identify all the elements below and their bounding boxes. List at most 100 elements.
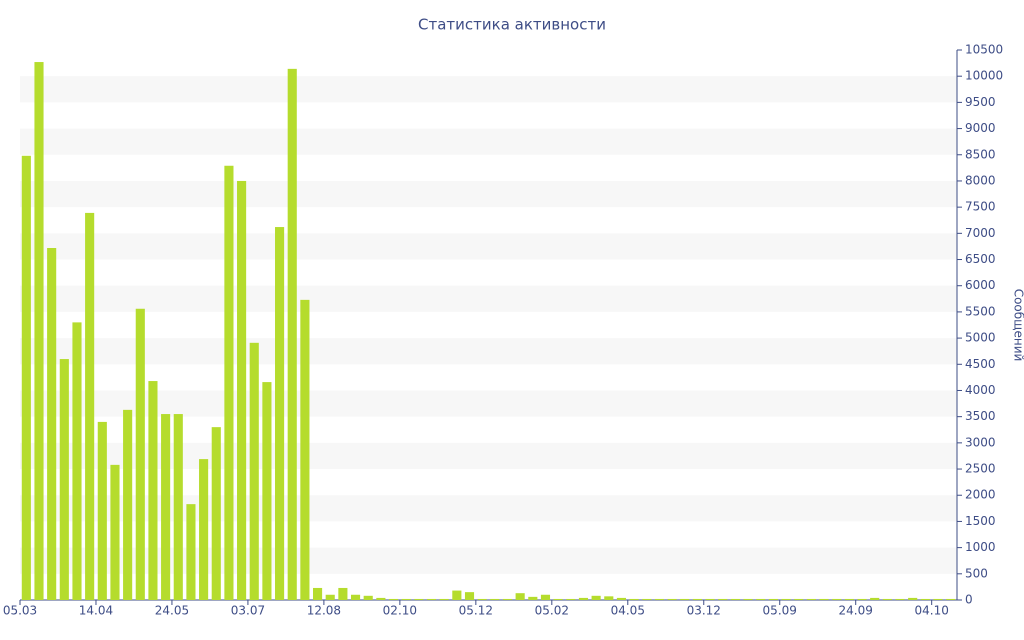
bar	[376, 597, 386, 600]
bar	[857, 598, 867, 600]
grid-band	[20, 180, 957, 208]
x-tick-label: 05.09	[763, 604, 797, 618]
y-tick-label: 10000	[965, 69, 1003, 83]
bar	[313, 587, 323, 600]
y-tick-label: 7000	[965, 226, 996, 240]
bar	[199, 459, 209, 600]
bar	[566, 598, 576, 600]
bar	[401, 598, 411, 600]
x-tick-label: 24.05	[155, 604, 189, 618]
y-tick-label: 5000	[965, 331, 996, 345]
y-tick-label: 7500	[965, 200, 996, 214]
bar	[275, 227, 285, 601]
bar	[224, 165, 234, 600]
bar	[464, 592, 475, 600]
bar	[920, 598, 930, 600]
bar	[110, 464, 120, 600]
bar	[553, 598, 563, 600]
y-tick-label: 8500	[965, 147, 996, 161]
bar	[591, 595, 601, 600]
y-tick-label: 9500	[965, 95, 996, 109]
bar	[47, 248, 57, 600]
bar	[515, 593, 525, 600]
bar	[667, 598, 677, 600]
x-tick-label: 04.05	[611, 604, 645, 618]
bar	[161, 414, 171, 600]
bar	[262, 382, 272, 600]
bar	[768, 598, 778, 600]
x-tick-label: 02.10	[383, 604, 417, 618]
bar	[718, 598, 728, 600]
y-tick-label: 8000	[965, 173, 996, 187]
x-tick-label: 04.10	[914, 604, 948, 618]
grid-band	[20, 495, 957, 522]
bar	[414, 598, 424, 600]
bar	[186, 504, 196, 600]
bar	[743, 598, 753, 600]
y-tick-label: 1000	[965, 540, 996, 554]
grid-band	[20, 233, 957, 260]
bar	[502, 598, 513, 600]
bar	[21, 155, 31, 601]
bar	[908, 597, 918, 600]
bar	[832, 598, 842, 600]
bar	[34, 62, 44, 601]
bar	[870, 597, 880, 600]
bar	[249, 342, 259, 600]
bar	[148, 381, 158, 600]
bar	[705, 598, 715, 600]
bar	[388, 598, 399, 600]
y-tick-label: 3000	[965, 435, 996, 449]
y-axis-label: Сообщений	[1012, 289, 1024, 362]
bar	[237, 180, 247, 600]
bar	[794, 598, 804, 600]
bar	[806, 598, 816, 600]
bar	[363, 595, 373, 600]
bar	[680, 598, 690, 600]
y-tick-label: 2500	[965, 462, 996, 476]
bar	[616, 597, 627, 600]
bar	[946, 598, 956, 600]
y-tick-label: 3500	[965, 409, 996, 423]
bar	[59, 359, 69, 600]
y-tick-label: 6500	[965, 252, 996, 266]
bar	[72, 322, 82, 600]
y-tick-label: 6000	[965, 278, 996, 292]
bar	[882, 598, 892, 600]
y-tick-label: 4000	[965, 383, 996, 397]
grid-band	[20, 285, 957, 312]
bar	[528, 596, 538, 600]
bar	[642, 598, 652, 600]
x-tick-label: 05.03	[3, 604, 37, 618]
bar	[540, 594, 551, 600]
x-tick-label: 03.07	[231, 604, 265, 618]
bar	[730, 598, 740, 600]
bar	[350, 594, 361, 600]
bar	[578, 597, 589, 600]
x-tick-label: 12.08	[307, 604, 341, 618]
grid-band	[20, 128, 957, 155]
y-tick-label: 4500	[965, 357, 996, 371]
bar	[211, 427, 221, 600]
bar	[895, 598, 905, 600]
bar	[692, 598, 702, 600]
y-tick-label: 500	[965, 566, 988, 580]
x-tick-label: 05.12	[459, 604, 493, 618]
bar	[629, 598, 639, 600]
bar	[781, 598, 791, 600]
chart-title: Статистика активности	[418, 16, 606, 34]
bar	[844, 598, 854, 600]
bar	[338, 587, 348, 600]
bar	[85, 212, 95, 600]
y-tick-label: 9000	[965, 121, 996, 135]
y-tick-label: 1500	[965, 514, 996, 528]
bar	[173, 414, 183, 600]
y-tick-label: 0	[965, 593, 973, 607]
bar	[477, 598, 487, 600]
bar	[819, 598, 829, 600]
bar	[97, 421, 107, 600]
bar	[439, 598, 449, 600]
bar	[756, 598, 766, 600]
grid-band	[20, 76, 957, 103]
